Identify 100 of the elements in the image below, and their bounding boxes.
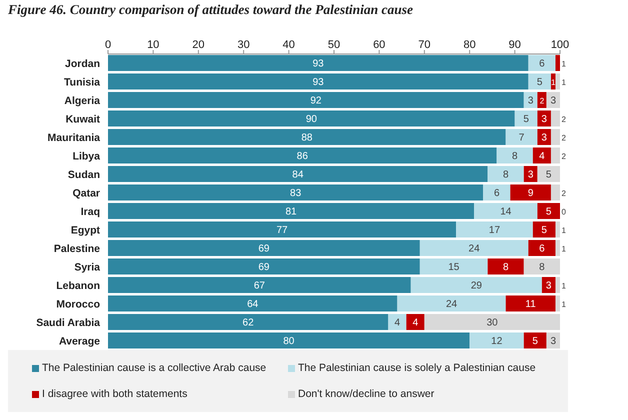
bar — [388, 314, 406, 330]
data-label: 5 — [546, 170, 552, 180]
data-label: 4 — [539, 151, 546, 162]
data-label: 6 — [539, 244, 546, 254]
y-tick-label: Egypt — [70, 224, 100, 236]
data-label: 8 — [539, 262, 546, 273]
y-tick-label: Qatar — [72, 187, 100, 200]
bar — [420, 240, 528, 256]
legend-label: Don't know/decline to answer — [298, 388, 434, 400]
data-label: 5 — [532, 336, 538, 347]
bar — [108, 240, 420, 256]
bar — [108, 314, 388, 330]
legend-label: The Palestinian cause is a collective Arab cause — [42, 362, 266, 374]
data-label: 1 — [562, 226, 566, 235]
data-label: 93 — [312, 58, 324, 70]
data-label: 7 — [518, 132, 525, 144]
data-label: 88 — [301, 132, 313, 144]
bar — [496, 148, 533, 164]
data-label: 14 — [500, 206, 512, 218]
data-label: 5 — [546, 206, 552, 218]
x-tick-label: 70 — [418, 39, 431, 51]
data-label: 84 — [292, 170, 304, 180]
bar — [456, 222, 533, 238]
bar — [550, 148, 560, 164]
bar — [532, 148, 551, 164]
data-label: 92 — [310, 96, 322, 106]
data-label: 3 — [550, 336, 556, 347]
data-label: 1 — [562, 78, 566, 87]
y-tick-label: Syria — [74, 261, 100, 274]
data-label: 69 — [258, 262, 270, 273]
bar — [555, 74, 560, 90]
bar — [108, 148, 497, 164]
bar — [506, 129, 538, 145]
bar — [108, 129, 506, 145]
data-label: 3 — [528, 170, 534, 180]
data-label: 86 — [296, 151, 308, 162]
data-label: 12 — [491, 336, 503, 347]
bar — [108, 332, 470, 348]
bar — [108, 92, 524, 108]
data-label: 2 — [540, 96, 545, 106]
bar — [108, 166, 488, 182]
bar — [406, 314, 424, 330]
data-label: 3 — [528, 96, 534, 106]
y-tick-label: Kuwait — [66, 113, 100, 126]
x-tick-label: 20 — [192, 39, 205, 51]
data-label: 83 — [290, 188, 302, 199]
bar — [397, 296, 506, 312]
x-tick-label: 30 — [237, 39, 250, 51]
bar — [108, 110, 515, 126]
data-label: 3 — [541, 114, 548, 125]
data-label: 15 — [448, 262, 460, 273]
data-label: 4 — [394, 318, 400, 328]
data-label: 24 — [446, 299, 458, 310]
y-tick-label: Sudan — [68, 168, 100, 181]
data-label: 81 — [285, 206, 298, 218]
y-tick-label: Mauritania — [47, 132, 100, 144]
x-tick-label: 90 — [508, 39, 521, 51]
data-label: 64 — [247, 299, 259, 310]
bar — [420, 258, 488, 274]
data-label: 6 — [539, 58, 546, 70]
bar — [528, 240, 556, 256]
y-tick-label: Saudi Arabia — [36, 316, 100, 329]
y-tick-label: Tunisia — [64, 76, 100, 88]
bar — [550, 110, 560, 126]
bar — [108, 74, 528, 90]
bar — [108, 55, 528, 71]
data-label: 11 — [525, 299, 536, 310]
y-tick-label: Iraq — [80, 206, 100, 218]
x-tick-label: 50 — [328, 39, 340, 51]
bar — [488, 258, 524, 274]
bar — [550, 129, 560, 145]
bar — [108, 203, 474, 219]
data-label: 1 — [550, 78, 556, 87]
y-tick-label: Lebanon — [56, 280, 100, 292]
data-label: 5 — [523, 114, 530, 125]
x-tick-label: 40 — [282, 39, 295, 51]
data-label: 1 — [562, 282, 566, 290]
data-label: 2 — [562, 115, 566, 124]
bar — [524, 332, 546, 348]
data-label: 29 — [470, 280, 482, 292]
bar — [524, 258, 560, 274]
y-tick-label: Jordan — [64, 58, 100, 70]
data-label: 30 — [486, 318, 498, 328]
bar — [537, 166, 560, 182]
data-label: 9 — [528, 188, 534, 199]
bar — [488, 166, 524, 182]
x-tick-label: 100 — [550, 39, 570, 51]
data-label: 62 — [242, 318, 254, 328]
data-label: 77 — [276, 225, 288, 236]
data-label: 80 — [283, 336, 295, 347]
data-label: 90 — [306, 114, 318, 125]
data-label: 5 — [536, 77, 543, 88]
bar — [555, 296, 560, 312]
data-label: 3 — [541, 132, 548, 144]
x-tick-label: 60 — [373, 39, 386, 51]
data-label: 1 — [562, 60, 566, 68]
data-label: 0 — [562, 208, 566, 216]
data-label: 3 — [550, 96, 556, 106]
data-label: 1 — [562, 244, 566, 254]
y-tick-label: Palestine — [54, 242, 100, 255]
